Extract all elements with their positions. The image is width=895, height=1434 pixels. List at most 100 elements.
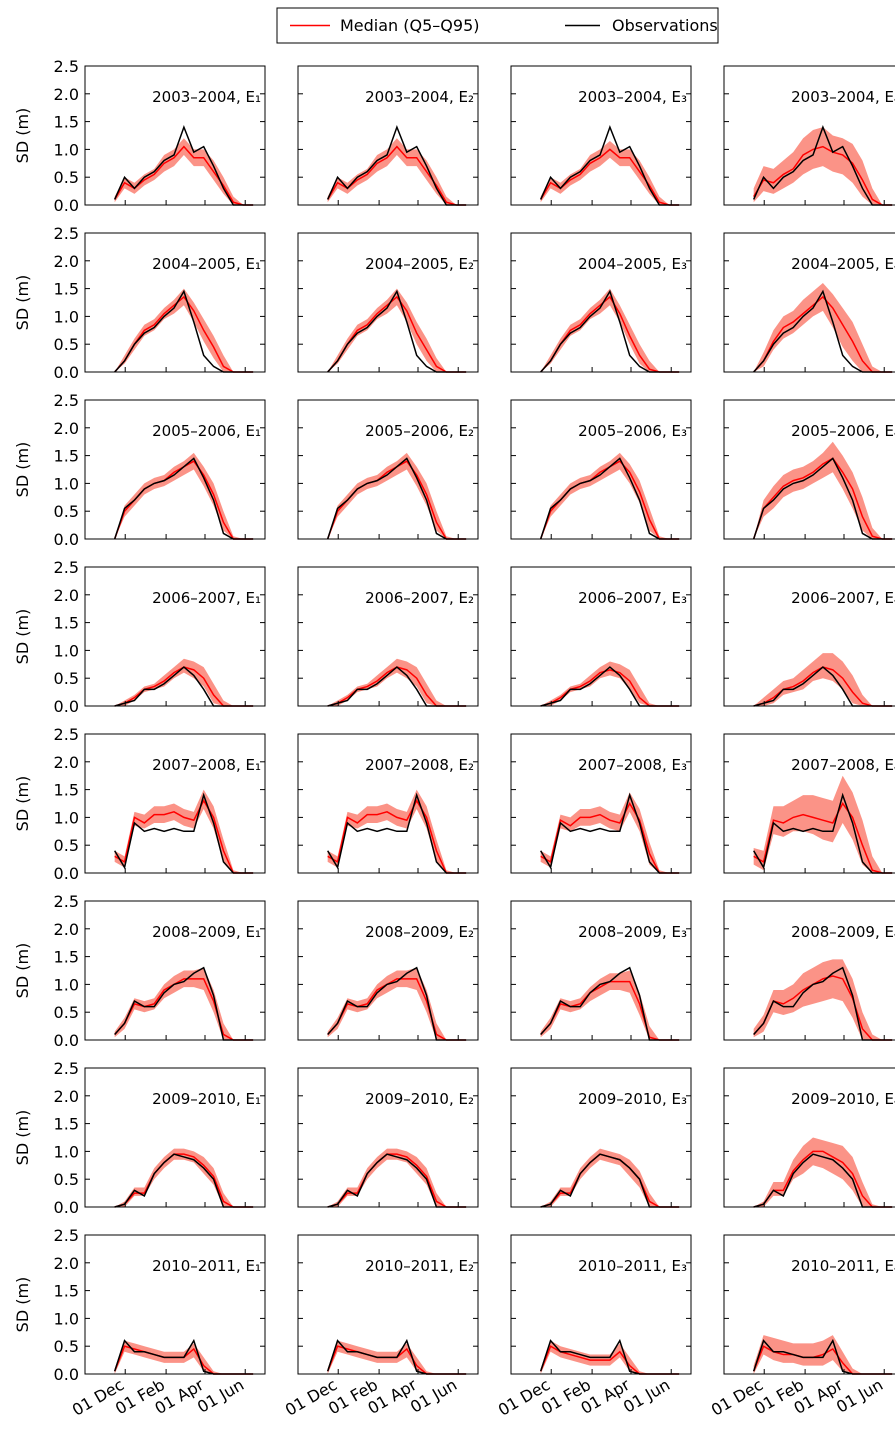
- y-tick-label: 0.5: [54, 1337, 79, 1356]
- panel: 2005–2006, E₃: [510, 399, 692, 540]
- panel-title: 2004–2005, E₁: [152, 255, 261, 273]
- y-tick-label: 2.5: [54, 57, 79, 76]
- panel-title: 2003–2004, E₂: [365, 88, 474, 106]
- y-tick-label: 0.5: [54, 1170, 79, 1189]
- axes-frame: [510, 65, 692, 206]
- y-tick-label: 1.5: [54, 1115, 79, 1134]
- y-tick-label: 1.0: [54, 474, 79, 493]
- y-tick-label: 2.5: [54, 558, 79, 577]
- band: [540, 661, 680, 706]
- axes-frame: [723, 900, 895, 1041]
- y-tick-label: 1.0: [54, 140, 79, 159]
- y-tick-label: 0.0: [54, 697, 79, 716]
- observation-line: [327, 792, 467, 874]
- y-tick-label: 1.0: [54, 975, 79, 994]
- y-tick-label: 1.0: [54, 307, 79, 326]
- panel: 0.0 0.5 1.0 1.5 2.0 2.5 2006–2007, E₁ SD (m): [13, 558, 266, 716]
- panel-title: 2005–2006, E₃: [578, 422, 687, 440]
- y-tick-label: 0.0: [54, 196, 79, 215]
- band: [753, 127, 893, 205]
- panel-title: 2006–2007, E₃: [578, 589, 687, 607]
- panel-title: 2009–2010, E₂: [365, 1090, 474, 1108]
- y-tick-label: 0.5: [54, 669, 79, 688]
- observation-line: [539, 125, 680, 206]
- band: [327, 138, 467, 205]
- axes-frame: [723, 1234, 895, 1375]
- axes-frame: [297, 566, 479, 707]
- band: [540, 792, 680, 873]
- median-line: [114, 1153, 254, 1208]
- band: [753, 441, 893, 539]
- panel-title: 2007–2008, E₄: [791, 756, 895, 774]
- axes-frame: [723, 733, 895, 874]
- panel-title: 2007–2008, E₂: [365, 756, 474, 774]
- y-tick-label: 0.5: [54, 1003, 79, 1022]
- y-axis-label: SD (m): [13, 1277, 32, 1333]
- y-tick-label: 0.0: [54, 363, 79, 382]
- panel-title: 2006–2007, E₄: [791, 589, 895, 607]
- median-line: [540, 295, 680, 373]
- panel: 2003–2004, E₂: [297, 65, 479, 206]
- x-tick-label: 01 Jun: [407, 1375, 460, 1417]
- y-axis-label: SD (m): [13, 943, 32, 999]
- observation-line: [326, 125, 467, 206]
- axes-frame: [297, 733, 479, 874]
- panel-title: 2007–2008, E₃: [578, 756, 687, 774]
- axes-frame: [84, 900, 266, 1041]
- panel: 2008–2009, E₃: [510, 900, 692, 1041]
- panel-title: 2010–2011, E₂: [365, 1257, 474, 1275]
- axes-frame: [510, 1067, 692, 1208]
- y-axis-label: SD (m): [13, 108, 32, 164]
- panel-title: 2010–2011, E₃: [578, 1257, 687, 1275]
- y-tick-label: 2.0: [54, 419, 79, 438]
- x-tick-label: 01 Jun: [620, 1375, 673, 1417]
- band: [114, 967, 254, 1040]
- axes-frame: [723, 399, 895, 540]
- panel-title: 2004–2005, E₄: [791, 255, 895, 273]
- y-tick-label: 2.0: [54, 586, 79, 605]
- panel: 2006–2007, E₃: [510, 566, 692, 707]
- legend-label: Median (Q5–Q95): [340, 16, 480, 35]
- band: [327, 288, 467, 372]
- panel-title: 2005–2006, E₁: [152, 422, 261, 440]
- axes-frame: [510, 1234, 692, 1375]
- band: [114, 138, 254, 205]
- panel: 2007–2008, E₄: [723, 733, 895, 874]
- band: [753, 653, 893, 706]
- axes-frame: [84, 1234, 266, 1375]
- axes-frame: [297, 1234, 479, 1375]
- median-line: [327, 978, 467, 1041]
- panel-title: 2009–2010, E₄: [791, 1090, 895, 1108]
- axes-frame: [510, 733, 692, 874]
- panel: 2007–2008, E₃: [510, 733, 692, 874]
- y-tick-label: 2.0: [54, 753, 79, 772]
- panel: 2005–2006, E₄: [723, 399, 895, 540]
- observation-line: [114, 1153, 254, 1208]
- observation-line: [113, 457, 254, 540]
- axes-frame: [84, 399, 266, 540]
- axes-frame: [297, 65, 479, 206]
- median-line: [753, 145, 893, 206]
- observation-line: [113, 125, 254, 206]
- y-tick-label: 2.0: [54, 252, 79, 271]
- axes-frame: [84, 232, 266, 373]
- y-tick-label: 2.0: [54, 1254, 79, 1273]
- panel: 2008–2009, E₄: [723, 900, 895, 1041]
- band: [327, 658, 467, 706]
- band: [327, 967, 467, 1040]
- y-tick-label: 1.0: [54, 641, 79, 660]
- median-line: [753, 975, 893, 1041]
- y-tick-label: 0.0: [54, 530, 79, 549]
- axes-frame: [84, 733, 266, 874]
- axes-frame: [723, 232, 895, 373]
- panel: 0.0 0.5 1.0 1.5 2.0 2.5 2004–2005, E₁ SD (m): [13, 224, 266, 382]
- y-tick-label: 0.5: [54, 335, 79, 354]
- panel-title: 2006–2007, E₁: [152, 589, 261, 607]
- legend-box: [276, 7, 719, 44]
- band: [753, 959, 893, 1040]
- axes-frame: [510, 232, 692, 373]
- y-tick-label: 1.5: [54, 781, 79, 800]
- panel-title: 2008–2009, E₁: [152, 923, 261, 941]
- observation-line: [753, 792, 893, 874]
